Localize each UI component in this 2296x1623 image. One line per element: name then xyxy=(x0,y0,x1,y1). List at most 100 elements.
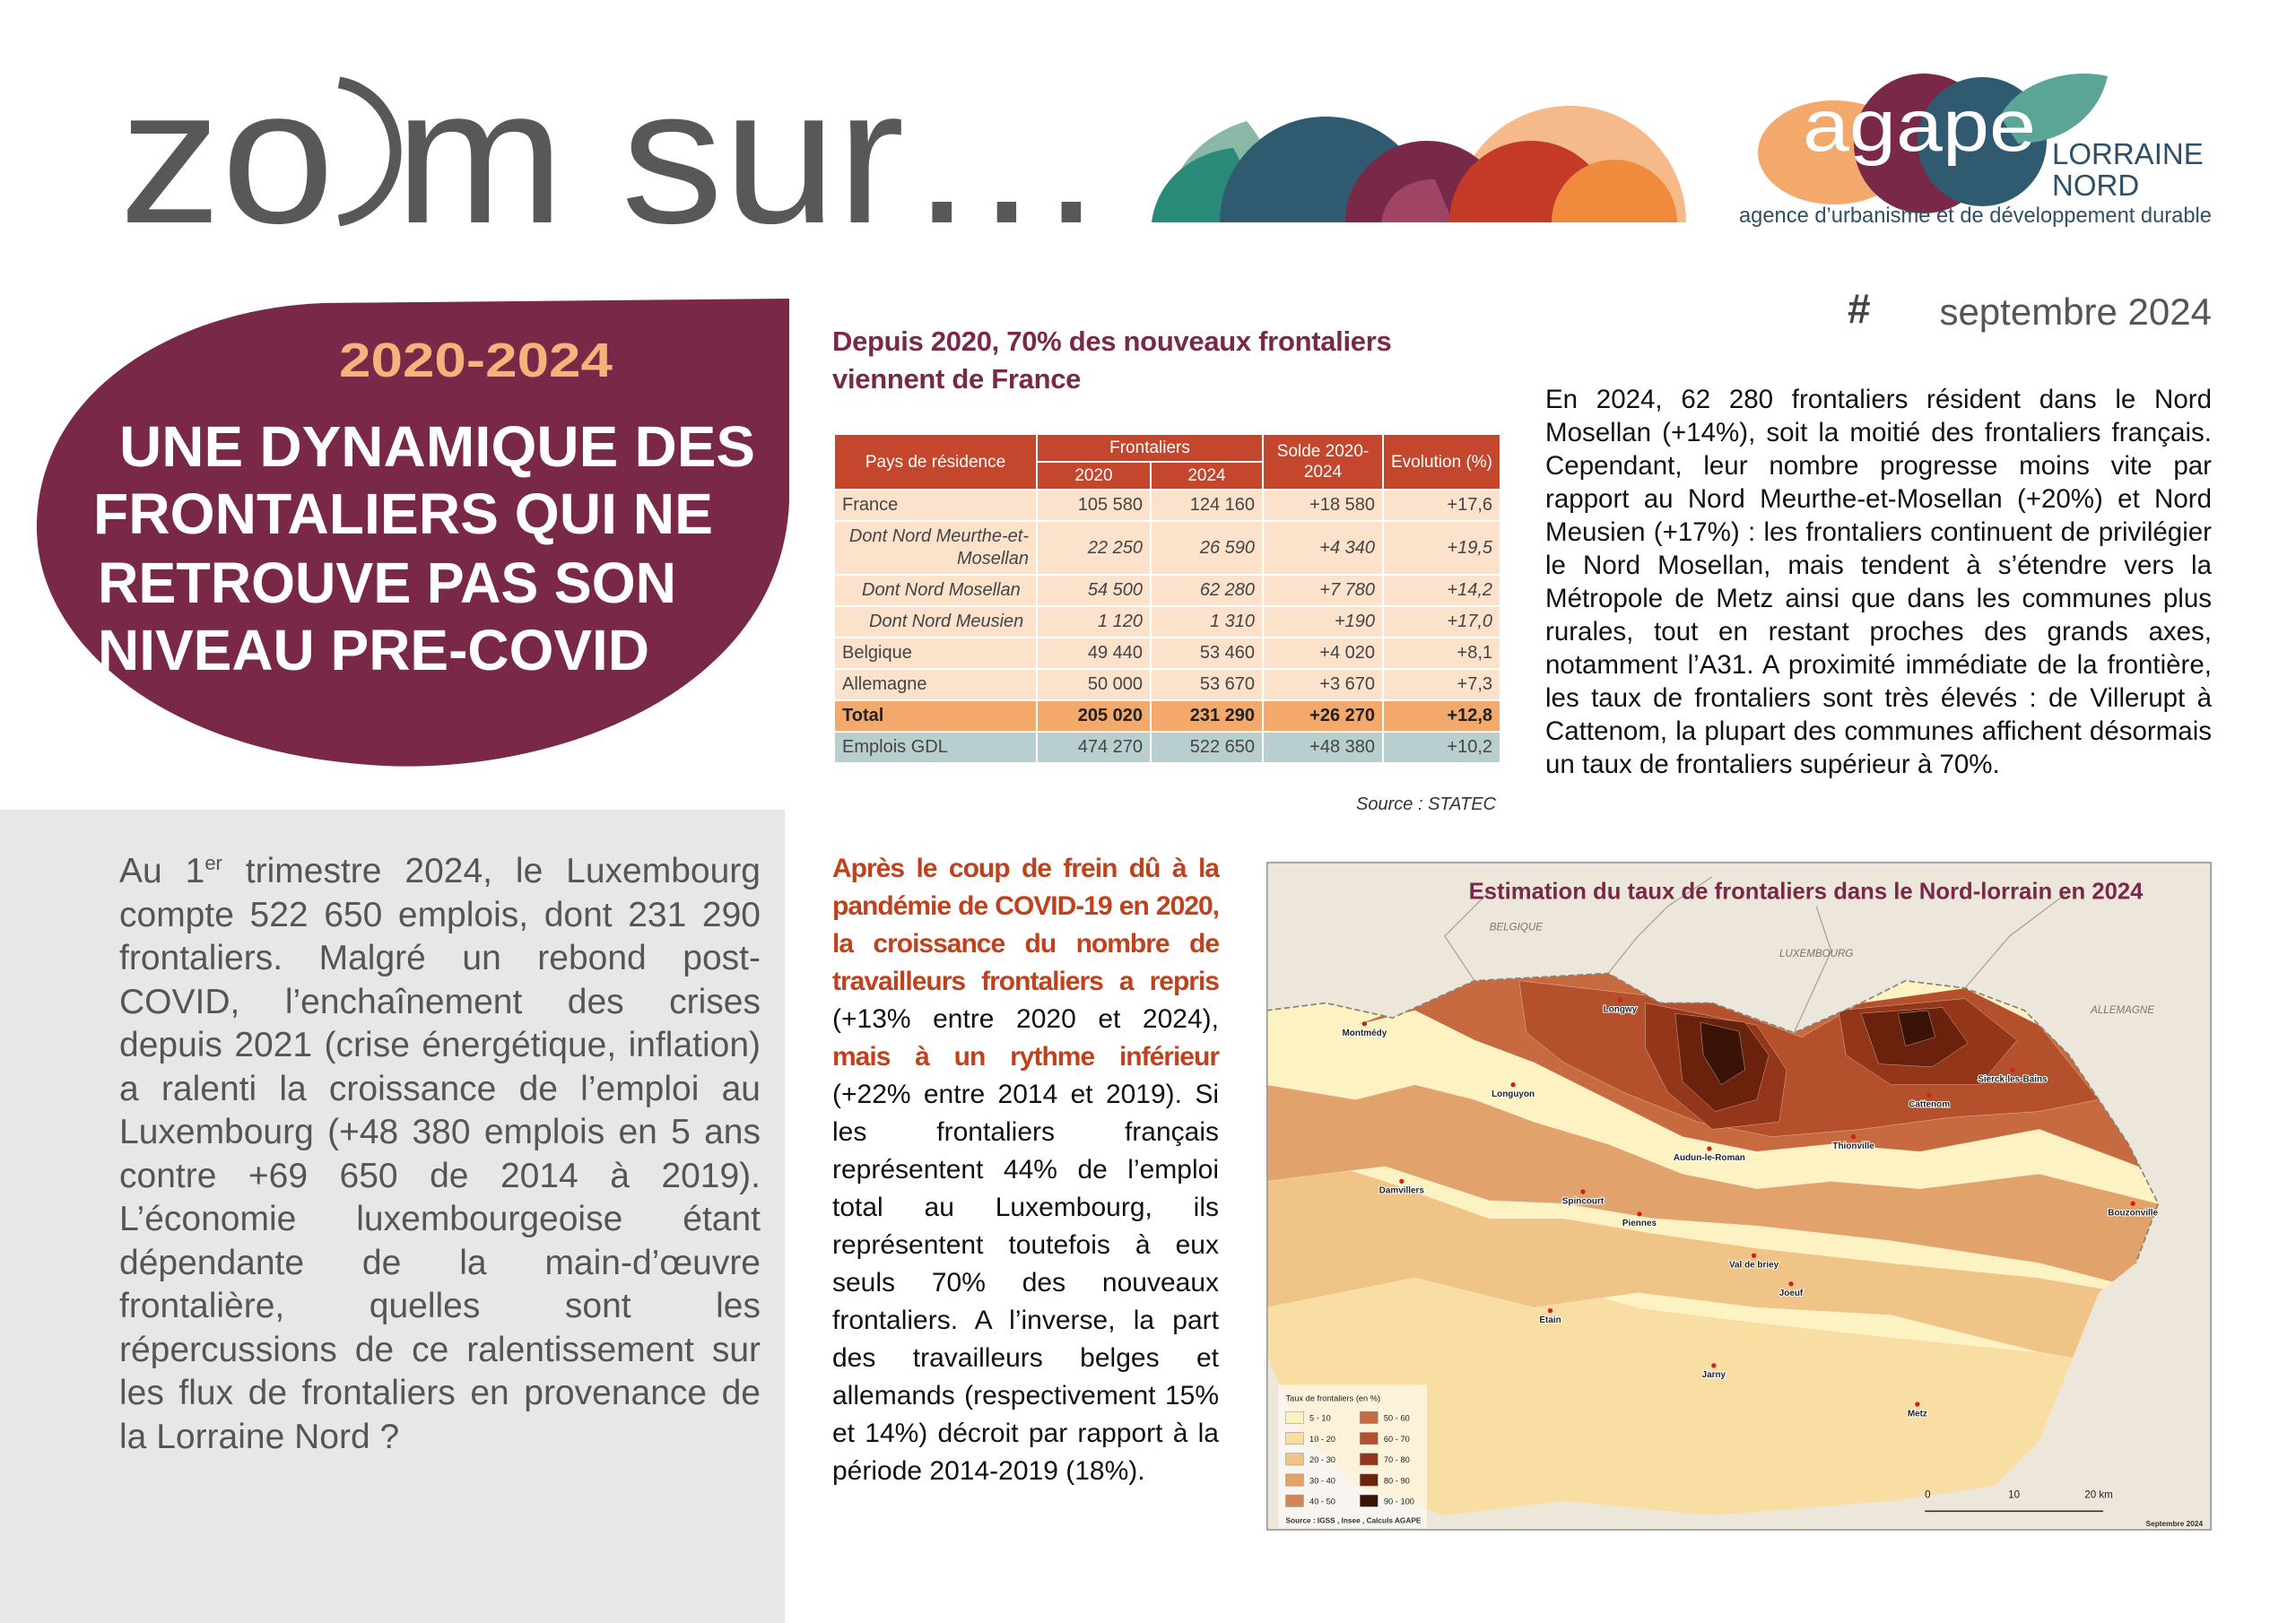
logo-tagline: agence d’urbanisme et de développement d… xyxy=(1739,204,2212,228)
town-label: Metz xyxy=(1908,1409,1927,1419)
table-row: Emplois GDL 474 270 522 650 +48 380 +10,2 xyxy=(835,733,1500,762)
table-cell: +7 780 xyxy=(1264,576,1382,605)
table-cell: +14,2 xyxy=(1384,576,1500,605)
table-row: Dont Nord Meusien 1 120 1 310 +190 +17,0 xyxy=(835,607,1500,637)
header-cell: Frontaliers xyxy=(1038,435,1262,461)
header-cell: Pays de résidence xyxy=(835,435,1036,489)
town-dot xyxy=(1361,1021,1368,1027)
table-cell: +8,1 xyxy=(1384,638,1500,668)
logo: agape LORRAINE NORD agence d’urbanisme e… xyxy=(1739,74,2212,228)
country-label: BELGIQUE xyxy=(1490,921,1544,933)
town-dot xyxy=(1915,1402,1920,1407)
table-cell: France xyxy=(835,490,1036,520)
town-dot xyxy=(1510,1082,1516,1088)
legend-label: 80 - 90 xyxy=(1384,1476,1410,1485)
table-row: Dont Nord Meurthe-et-Mosellan 22 250 26 59… xyxy=(835,522,1500,574)
town-label: Longwy xyxy=(1604,1005,1638,1015)
brand-arc xyxy=(337,76,402,227)
summary-text: En 2024, 62 280 frontaliers résident dan… xyxy=(1545,385,2212,779)
analysis-text: Après le coup de frein dû à la pandémie … xyxy=(832,850,1220,1490)
map-zone xyxy=(1266,1084,2159,1308)
legend-title: Taux de frontaliers (en %) xyxy=(1286,1394,1381,1403)
map-source: Source : IGSS , Insee , Calculs AGAPE xyxy=(1286,1517,1422,1525)
table-title-line: Depuis 2020, 70% des nouveaux frontalier… xyxy=(832,325,1392,357)
hero-title-line: RETROUVE PAS SON xyxy=(98,551,676,615)
intro-part: Au 1 xyxy=(119,852,205,890)
intro-part: trimestre 2024, le Luxembourg compte 522… xyxy=(119,852,761,1456)
legend-swatch xyxy=(1360,1411,1378,1424)
scale-label: 10 xyxy=(2008,1488,2020,1500)
table-cell: 62 280 xyxy=(1152,576,1262,605)
town-dot xyxy=(2130,1201,2135,1206)
legend-label: 20 - 30 xyxy=(1309,1455,1335,1464)
town-dot xyxy=(1707,1146,1712,1151)
data-table: Pays de résidence Frontaliers Solde 2020… xyxy=(833,433,1501,764)
body-text: (+13% entre 2020 et 2024), xyxy=(832,1004,1219,1034)
table-row: Belgique 49 440 53 460 +4 020 +8,1 xyxy=(835,638,1500,668)
legend-label: 50 - 60 xyxy=(1384,1414,1410,1423)
table-cell: +12,8 xyxy=(1384,701,1500,731)
town-label: Bouzonville xyxy=(2108,1209,2158,1219)
scale-label: 0 xyxy=(1925,1488,1930,1500)
hero-shape xyxy=(36,299,789,767)
table-cell: +10,2 xyxy=(1384,733,1500,762)
border-line xyxy=(1266,972,2160,1263)
table-row: Dont Nord Mosellan 54 500 62 280 +7 780 +14,… xyxy=(835,576,1500,605)
table-cell: 49 440 xyxy=(1038,638,1150,668)
legend-swatch xyxy=(1285,1473,1304,1487)
table-cell: +4 340 xyxy=(1264,522,1382,574)
country-label: ALLEMAGNE xyxy=(2090,1004,2154,1016)
legend-label: 60 - 70 xyxy=(1384,1435,1410,1444)
table-cell: Allemagne xyxy=(835,670,1036,699)
logo-region: LORRAINE xyxy=(2052,137,2204,170)
table-cell: 53 670 xyxy=(1152,670,1262,699)
town-dot xyxy=(1751,1253,1757,1258)
table-title: Depuis 2020, 70% des nouveaux frontalier… xyxy=(832,323,1392,398)
table-cell: 1 310 xyxy=(1152,607,1262,637)
art-shape xyxy=(1381,179,1453,222)
table-cell: +26 270 xyxy=(1264,701,1382,731)
town-label: Etain xyxy=(1539,1315,1561,1325)
town-dot xyxy=(1788,1281,1794,1287)
town-dot xyxy=(1711,1363,1717,1368)
legend-swatch xyxy=(1285,1411,1304,1424)
table-cell: Emplois GDL xyxy=(835,733,1036,762)
town-label: Longuyon xyxy=(1492,1089,1535,1099)
choropleth xyxy=(1266,973,2159,1516)
table-cell: +17,6 xyxy=(1384,490,1500,520)
brand-left: zo xyxy=(119,48,335,264)
town-label: Joeuf xyxy=(1779,1289,1804,1298)
legend-swatch xyxy=(1360,1432,1378,1445)
header-cell: 2024 xyxy=(1152,463,1262,489)
table-cell: +190 xyxy=(1264,607,1382,637)
legend-swatch xyxy=(1360,1494,1378,1507)
emphasis-text: Après le coup de frein dû à la pandémie … xyxy=(832,854,1220,996)
art-shape xyxy=(1552,160,1677,222)
table-cell: 205 020 xyxy=(1038,701,1150,731)
table-cell: 124 160 xyxy=(1152,490,1262,520)
map-frame xyxy=(1266,862,2212,1531)
town-dot xyxy=(1399,1178,1405,1185)
legend-swatch xyxy=(1360,1473,1378,1487)
legend-label: 5 - 10 xyxy=(1309,1414,1331,1423)
map-zone xyxy=(1700,1010,1936,1086)
table-cell: +48 380 xyxy=(1264,733,1382,762)
legend-label: 40 - 50 xyxy=(1309,1497,1335,1506)
table-cell: 50 000 xyxy=(1038,670,1150,699)
table-cell: Total xyxy=(835,701,1036,731)
town-dot xyxy=(1617,997,1623,1002)
table-head: Pays de résidence Frontaliers Solde 2020… xyxy=(835,435,1500,489)
table-cell: +7,3 xyxy=(1384,670,1500,699)
town-label: Piennes xyxy=(1622,1219,1657,1228)
map-date: Septembre 2024 xyxy=(2146,1520,2204,1528)
issue-date: septembre 2024 xyxy=(1939,291,2212,333)
map-zone xyxy=(1266,1143,2159,1383)
body-text: (+22% entre 2014 et 2019). Si les fronta… xyxy=(832,1080,1219,1486)
legend-label: 30 - 40 xyxy=(1309,1476,1335,1485)
town-label: Sierck-les-Bains xyxy=(1978,1074,2048,1084)
hero-title-line: FRONTALIERS QUI NE xyxy=(93,482,713,546)
hero-title-line: UNE DYNAMIQUE DES xyxy=(119,414,755,479)
table-title-line: viennent de France xyxy=(832,363,1082,395)
emphasis-text: mais à un rythme inférieur xyxy=(832,1042,1220,1072)
